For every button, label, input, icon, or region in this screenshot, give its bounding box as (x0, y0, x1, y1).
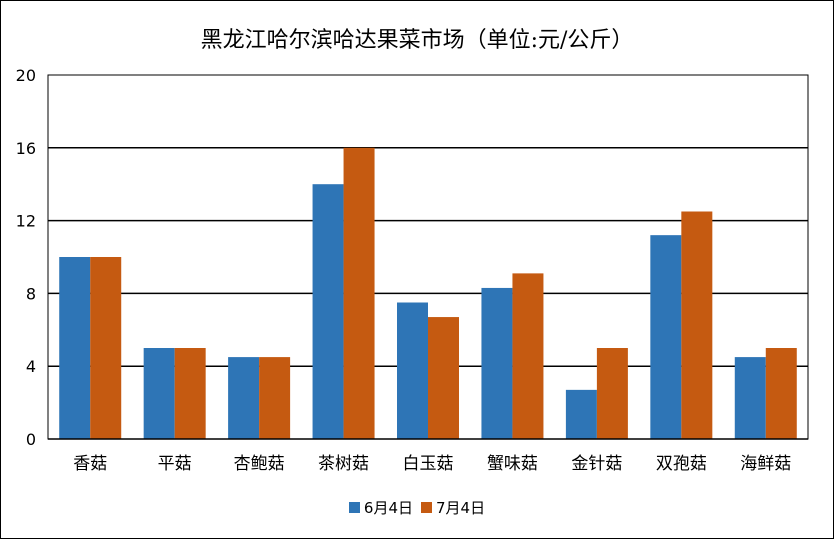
x-tick-label: 杏鲍菇 (234, 454, 285, 474)
legend-swatch-series-2 (421, 502, 432, 513)
legend-label-series-2: 7月4日 (436, 499, 486, 517)
chart-legend: 6月4日 7月4日 (0, 497, 834, 518)
bar (59, 257, 91, 439)
bar (765, 348, 797, 439)
bar (312, 184, 344, 439)
legend-swatch-series-1 (348, 502, 360, 513)
legend-item-series-1: 6月4日 (348, 497, 413, 518)
x-tick-label: 茶树菇 (318, 454, 369, 474)
bar (512, 273, 544, 439)
bar (565, 389, 597, 439)
bar (259, 357, 291, 439)
bar (228, 357, 260, 439)
chart-title: 黑龙江哈尔滨哈达果菜市场（单位:元/公斤） (200, 28, 634, 53)
x-tick-label: 香菇 (73, 454, 107, 474)
bar (681, 211, 713, 439)
legend-item-series-2: 7月4日 (421, 497, 485, 518)
bar (428, 317, 459, 439)
bar (90, 257, 122, 439)
y-tick-label: 20 (16, 66, 36, 85)
bar (596, 348, 628, 439)
y-tick-label: 12 (16, 212, 36, 231)
bar (343, 147, 375, 440)
y-tick-label: 0 (26, 430, 36, 449)
bar (650, 235, 682, 439)
bar (174, 348, 206, 439)
y-tick-label: 16 (16, 139, 36, 158)
x-tick-label: 海鲜菇 (740, 454, 791, 474)
bar (481, 287, 513, 439)
y-tick-label: 4 (26, 357, 36, 376)
bar (143, 348, 175, 439)
x-tick-label: 双孢菇 (656, 454, 707, 474)
x-tick-label: 平菇 (158, 454, 192, 474)
x-tick-label: 白玉菇 (403, 454, 454, 474)
legend-label-series-1: 6月4日 (363, 499, 413, 517)
bar (397, 302, 428, 439)
x-tick-label: 金针菇 (571, 454, 622, 474)
y-tick-label: 8 (26, 284, 36, 303)
x-tick-label: 蟹味菇 (487, 454, 538, 474)
bar (734, 357, 766, 439)
